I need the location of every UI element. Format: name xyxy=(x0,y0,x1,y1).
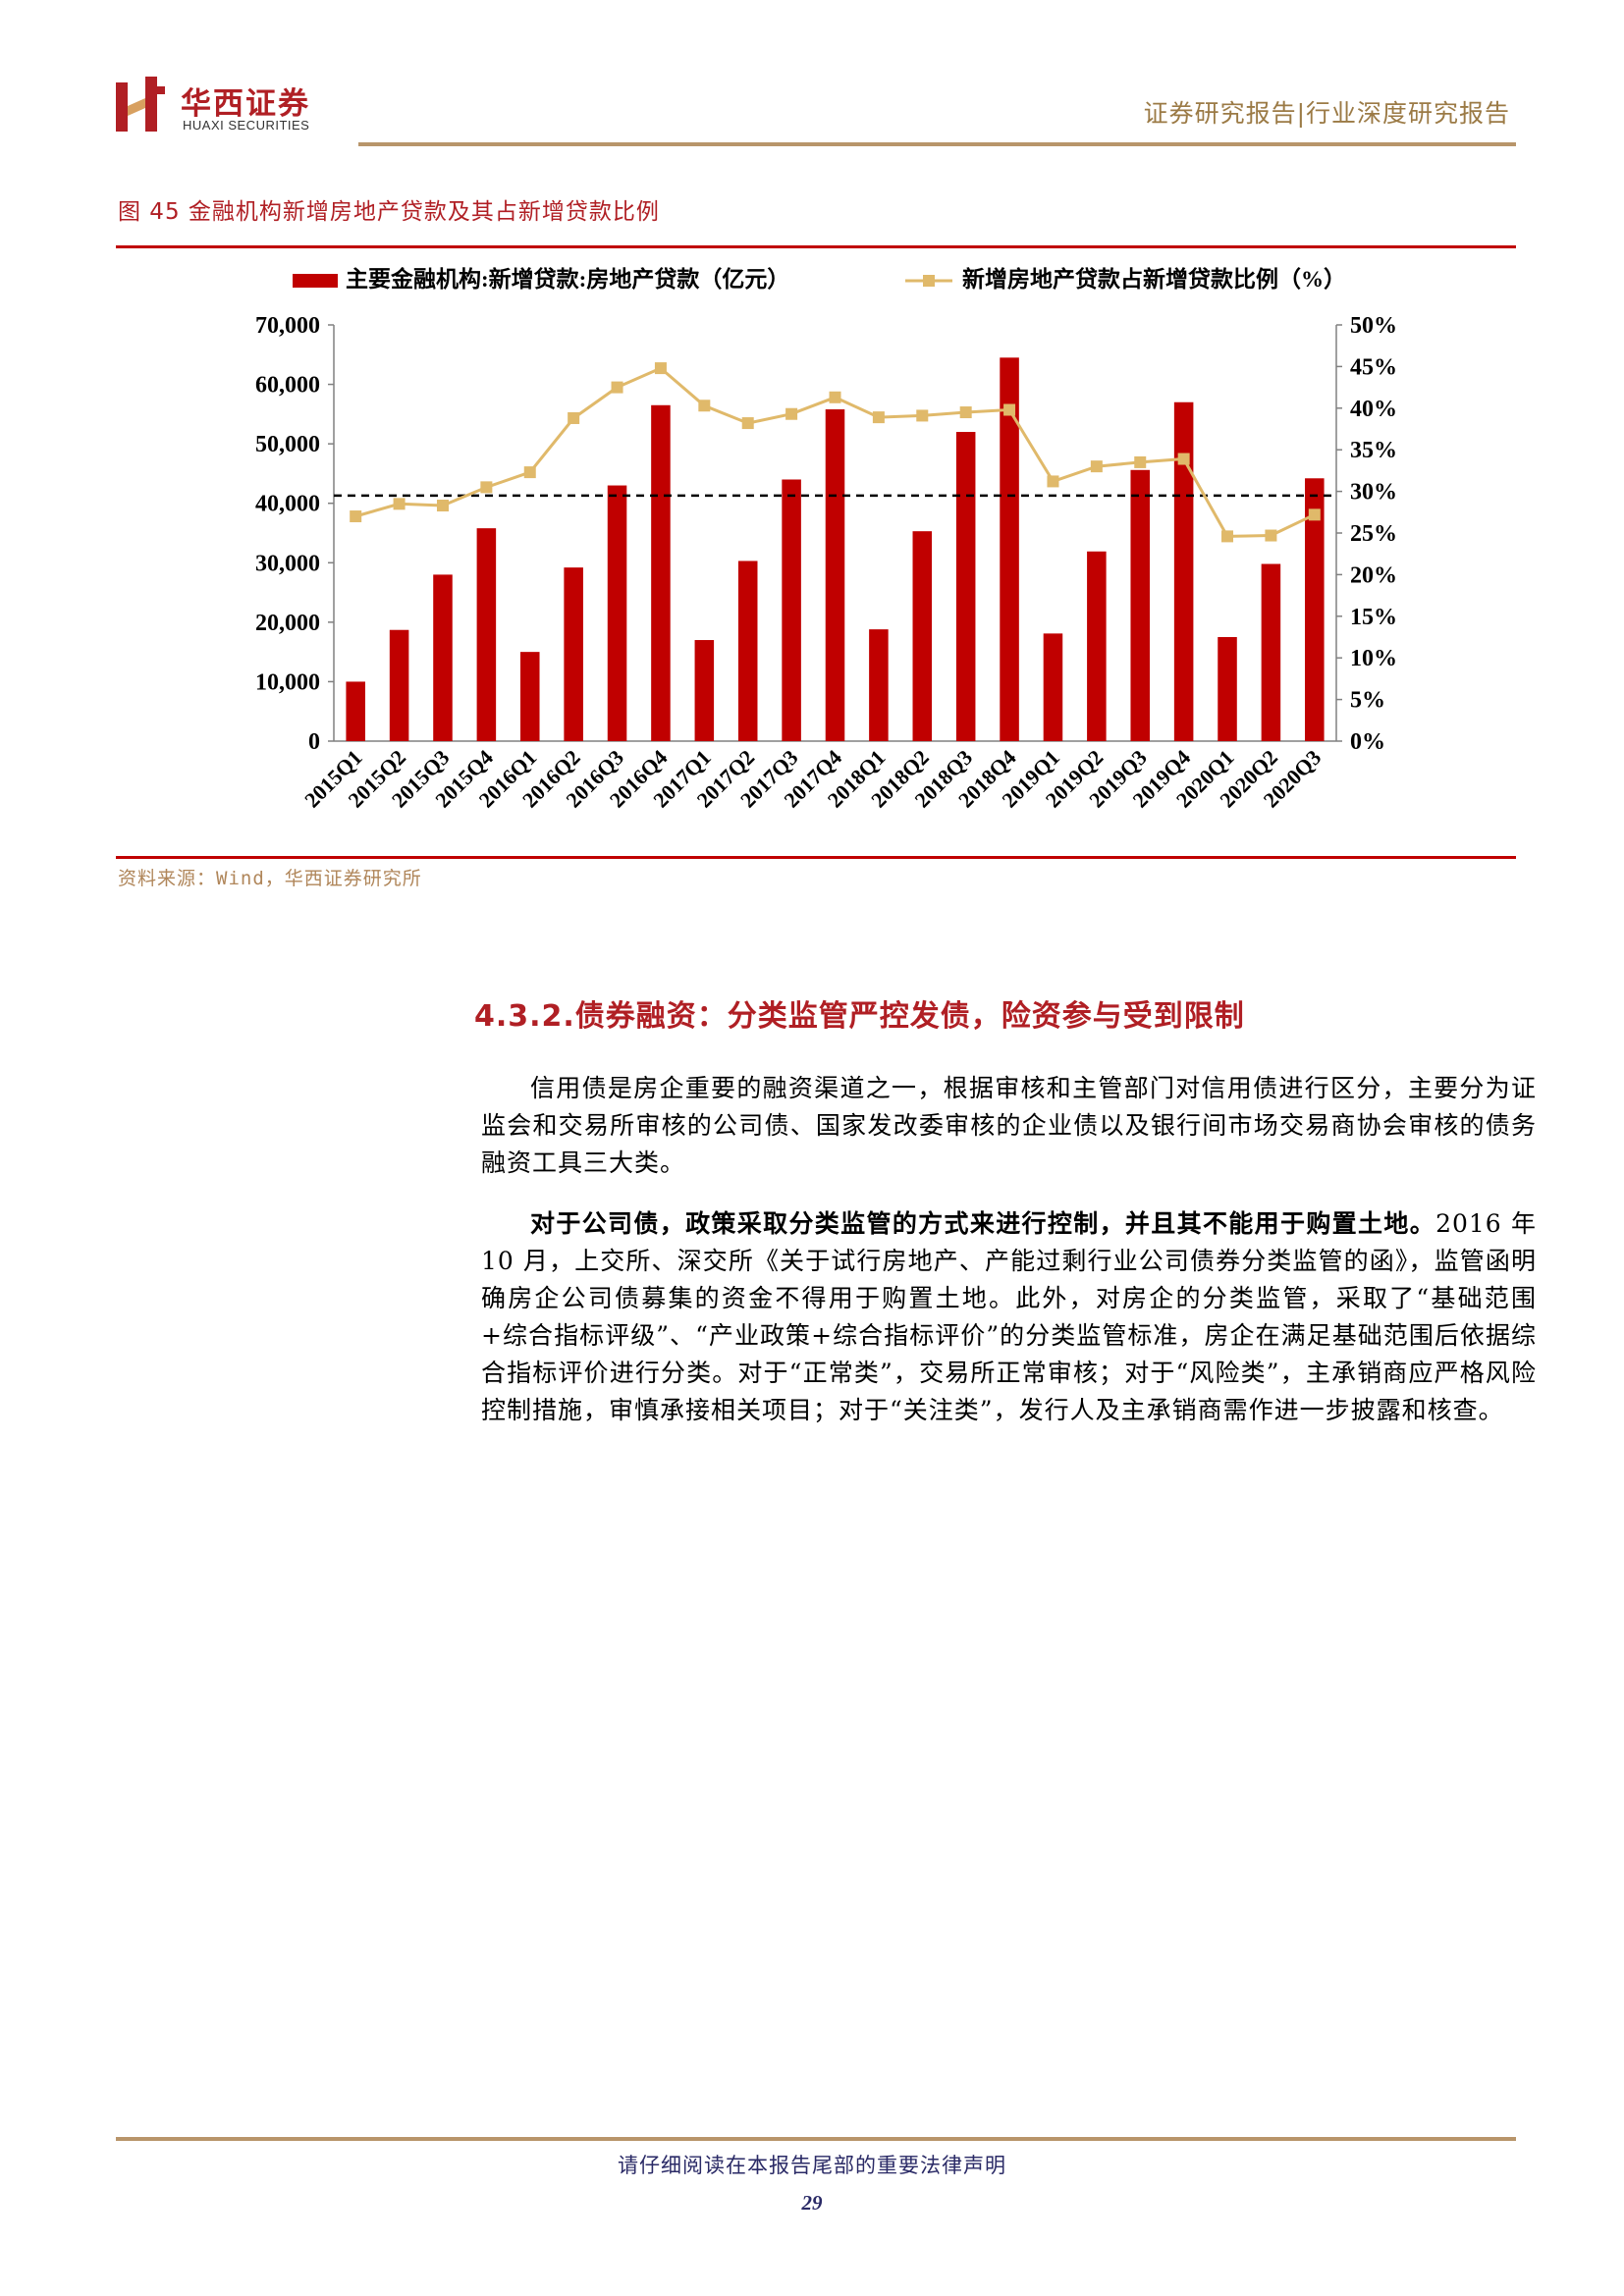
legend-line-label: 新增房地产贷款占新增贷款比例（%） xyxy=(962,266,1346,292)
ratio-point-2015Q2 xyxy=(393,498,406,510)
paragraph-body: 2016 年 10 月，上交所、深交所《关于试行房地产、产能过剩行业公司债券分类… xyxy=(481,1209,1537,1424)
right-tick-label: 0% xyxy=(1350,729,1385,755)
logo-english-name: HUAXI SECURITIES xyxy=(183,118,310,133)
section-heading: 4.3.2.债券融资：分类监管严控发债，险资参与受到限制 xyxy=(474,999,1245,1034)
logo-chinese-name: 华西证券 xyxy=(181,86,310,122)
left-tick-label: 60,000 xyxy=(255,373,320,399)
bar-2020Q1 xyxy=(1218,637,1237,741)
ratio-point-2016Q2 xyxy=(568,411,580,424)
chart-axes: 0 10,000 20,000 30,000 40,000 50,000 60,000 70,… xyxy=(255,313,1397,755)
right-tick-label: 35% xyxy=(1350,438,1397,463)
figure-top-rule xyxy=(116,245,1516,248)
bar-2015Q2 xyxy=(389,629,409,741)
left-tick-label: 10,000 xyxy=(255,669,320,695)
ratio-point-2015Q3 xyxy=(436,500,449,512)
ratio-point-2017Q2 xyxy=(741,417,754,430)
ratio-point-2018Q2 xyxy=(916,409,929,422)
report-type: 证券研究报告|行业深度研究报告 xyxy=(1143,99,1510,128)
bar-2017Q2 xyxy=(737,561,758,741)
ratio-point-2017Q4 xyxy=(829,391,841,403)
ratio-point-2020Q2 xyxy=(1265,529,1277,542)
legend-line-marker xyxy=(923,275,935,287)
right-tick-label: 50% xyxy=(1350,313,1397,339)
right-tick-label: 15% xyxy=(1350,605,1397,630)
chart-bars xyxy=(346,357,1325,741)
ratio-point-2018Q3 xyxy=(959,406,972,419)
bar-2018Q2 xyxy=(912,531,933,741)
loan-chart: 主要金融机构:新增贷款:房地产贷款（亿元） 新增房地产贷款占新增贷款比例（%） … xyxy=(255,266,1397,813)
bar-2015Q1 xyxy=(346,681,365,741)
ratio-point-2016Q4 xyxy=(654,362,667,375)
bar-2020Q3 xyxy=(1305,478,1325,741)
ratio-point-2019Q1 xyxy=(1047,475,1059,488)
figure-bottom-rule xyxy=(116,856,1516,859)
ratio-point-2018Q1 xyxy=(872,411,885,424)
left-tick-label: 20,000 xyxy=(255,611,320,636)
bar-2016Q3 xyxy=(607,485,627,741)
left-tick-label: 30,000 xyxy=(255,551,320,576)
header-divider xyxy=(358,142,1516,146)
bar-2019Q1 xyxy=(1043,633,1063,741)
legal-notice: 请仔细阅读在本报告尾部的重要法律声明 xyxy=(618,2154,1006,2177)
left-tick-label: 50,000 xyxy=(255,432,320,457)
paragraph-corporate-bonds: 对于公司债，政策采取分类监管的方式来进行控制，并且其不能用于购置土地。2016 … xyxy=(481,1205,1537,1429)
bar-2017Q1 xyxy=(694,640,715,741)
ratio-point-2016Q3 xyxy=(611,381,623,394)
right-tick-label: 45% xyxy=(1350,354,1397,380)
chart-x-labels: 2015Q12015Q22015Q32015Q42016Q12016Q22016… xyxy=(299,745,1326,813)
ratio-point-2015Q1 xyxy=(350,510,362,523)
paragraph-credit-bonds: 信用债是房企重要的融资渠道之一，根据审核和主管部门对信用债进行区分，主要分为证监… xyxy=(481,1074,1537,1177)
bar-2019Q4 xyxy=(1173,401,1194,741)
bar-2016Q4 xyxy=(651,404,671,741)
right-tick-label: 30% xyxy=(1350,480,1397,506)
bar-2017Q3 xyxy=(782,479,801,741)
legend-bar-label: 主要金融机构:新增贷款:房地产贷款（亿元） xyxy=(346,266,789,292)
ratio-point-2019Q4 xyxy=(1177,453,1190,465)
figure-source: 资料来源：Wind，华西证券研究所 xyxy=(118,868,422,889)
paragraph-lead-bold: 对于公司债，政策采取分类监管的方式来进行控制，并且其不能用于购置土地。 xyxy=(530,1209,1436,1238)
bar-2015Q4 xyxy=(476,528,497,741)
chart-ratio-line xyxy=(350,362,1321,543)
ratio-point-2017Q3 xyxy=(785,407,798,420)
ratio-point-2017Q1 xyxy=(698,400,711,412)
figure-title: 图 45 金融机构新增房地产贷款及其占新增贷款比例 xyxy=(118,199,660,225)
ratio-point-2019Q3 xyxy=(1134,455,1147,468)
bar-2018Q4 xyxy=(1000,357,1019,741)
chart-legend: 主要金融机构:新增贷款:房地产贷款（亿元） 新增房地产贷款占新增贷款比例（%） xyxy=(293,266,1346,292)
right-tick-label: 5% xyxy=(1350,688,1385,714)
footer-divider xyxy=(116,2137,1516,2141)
left-tick-label: 0 xyxy=(308,729,320,755)
left-tick-label: 70,000 xyxy=(255,313,320,339)
bar-2017Q4 xyxy=(825,409,845,741)
right-tick-label: 20% xyxy=(1350,562,1397,588)
bar-2019Q3 xyxy=(1130,469,1151,741)
right-tick-label: 40% xyxy=(1350,397,1397,422)
bar-2015Q3 xyxy=(433,574,453,741)
bar-2019Q2 xyxy=(1087,551,1107,741)
right-tick-label: 10% xyxy=(1350,646,1397,671)
bar-2020Q2 xyxy=(1261,563,1281,741)
ratio-point-2019Q2 xyxy=(1090,460,1103,473)
ratio-point-2018Q4 xyxy=(1003,403,1016,416)
left-tick-label: 40,000 xyxy=(255,492,320,517)
ratio-point-2020Q1 xyxy=(1221,530,1234,543)
bar-2016Q1 xyxy=(519,652,540,741)
bar-2018Q3 xyxy=(955,432,976,741)
huaxi-logo-icon xyxy=(116,77,165,132)
ratio-point-2020Q3 xyxy=(1308,508,1321,521)
bar-2016Q2 xyxy=(564,567,583,741)
ratio-point-2015Q4 xyxy=(480,481,493,494)
bar-2018Q1 xyxy=(869,629,889,741)
company-logo: 华西证券 HUAXI SECURITIES xyxy=(116,77,440,135)
right-tick-label: 25% xyxy=(1350,521,1397,547)
legend-bar-swatch xyxy=(293,274,338,288)
ratio-point-2016Q1 xyxy=(523,466,536,479)
page-number: 29 xyxy=(801,2191,823,2215)
